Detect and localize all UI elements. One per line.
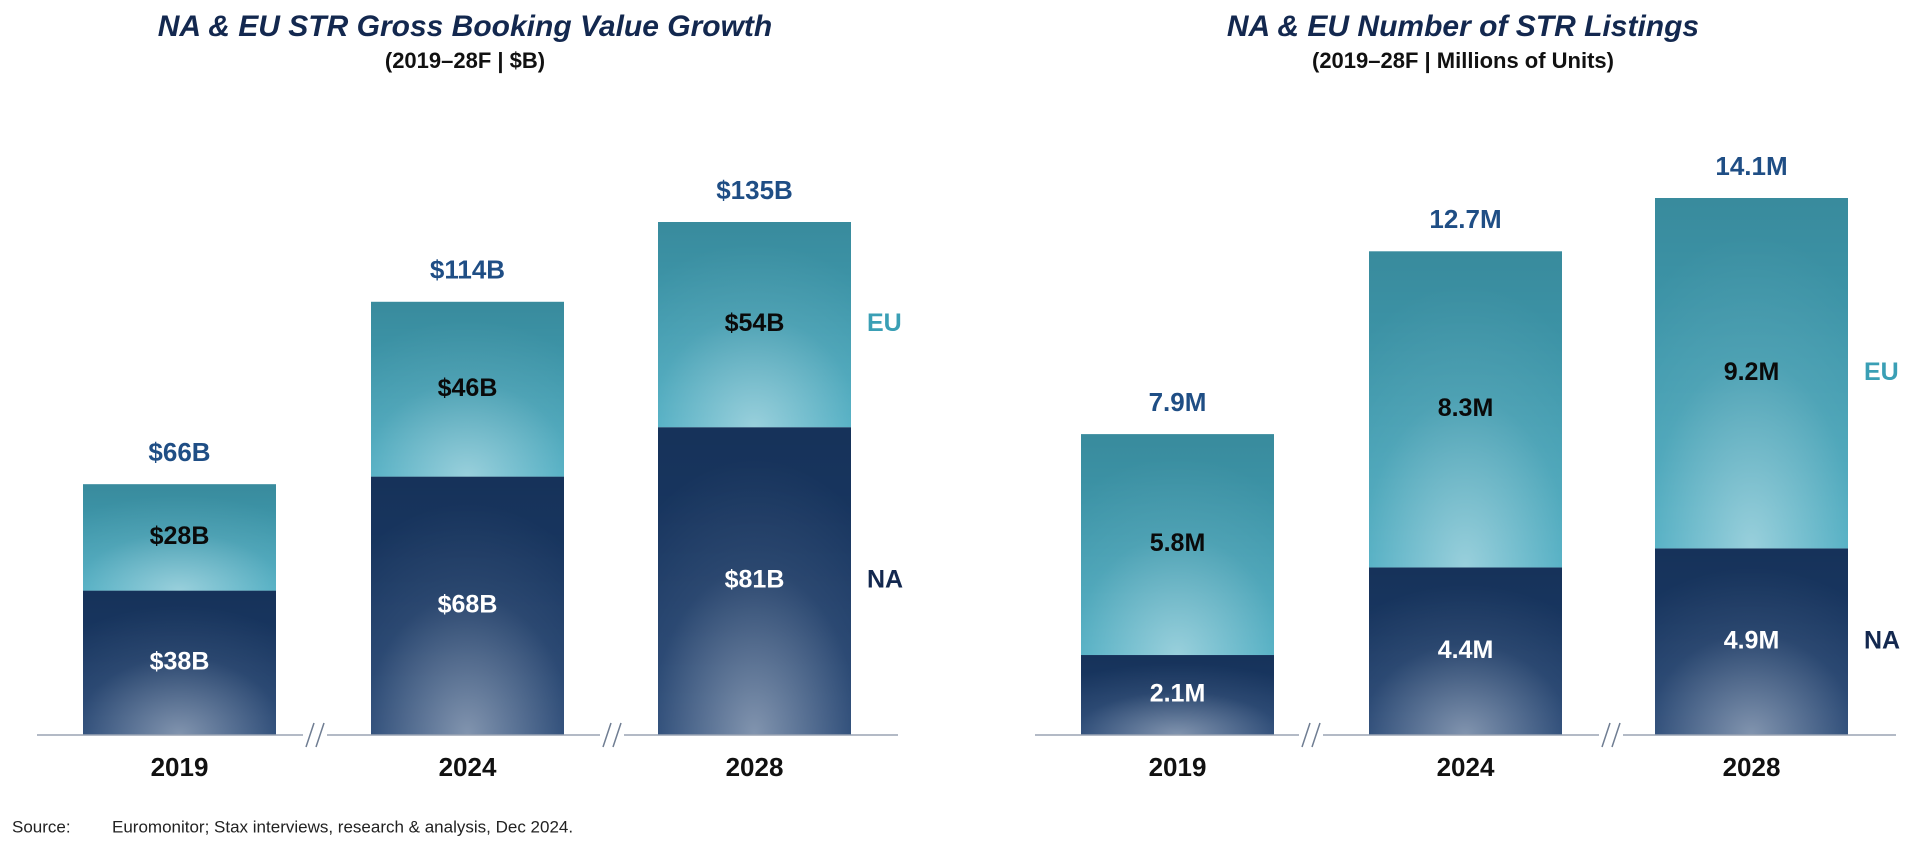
axis-break [1601,722,1611,748]
bar-glow [1655,548,1848,735]
value-label: 5.8M [1150,529,1206,557]
axis-break [1611,722,1621,748]
value-label: $28B [150,522,210,550]
bar-glow [1081,434,1274,656]
chart-subtitle: (2019–28F | $B) [385,48,545,73]
total-label: $66B [148,437,210,467]
value-label: 2.1M [1150,680,1206,708]
total-label: $114B [430,255,505,285]
value-label: 8.3M [1438,394,1494,422]
value-label: $38B [150,647,210,675]
value-label: $68B [438,590,498,618]
axis-break [612,722,622,748]
x-tick-label: 2019 [151,752,209,782]
bar-glow [83,484,276,591]
bar-glow [1369,251,1562,568]
axis-break [602,722,612,748]
x-tick-label: 2024 [1437,752,1495,782]
x-tick-label: 2028 [1723,752,1781,782]
bar-glow [1655,198,1848,549]
bar-glow [371,301,564,477]
x-tick-label: 2028 [726,752,784,782]
legend-label: EU [1864,358,1899,386]
bar-glow [1369,567,1562,735]
source-text: Euromonitor; Stax interviews, research &… [112,817,573,836]
axis-break [305,722,315,748]
bar-glow [658,222,851,428]
value-label: $46B [438,374,498,402]
bar-glow [83,590,276,735]
chart-title: NA & EU Number of STR Listings [1227,10,1699,43]
legend-label: NA [1864,626,1900,654]
total-label: 14.1M [1715,151,1787,181]
value-label: 9.2M [1724,358,1780,386]
total-label: $135B [716,175,793,205]
value-label: $81B [725,566,785,594]
legend-label: EU [867,309,902,337]
source-label: Source: [12,817,71,836]
chart-title: NA & EU STR Gross Booking Value Growth [158,10,773,43]
axis-break [315,722,325,748]
value-label: 4.4M [1438,636,1494,664]
chart-subtitle: (2019–28F | Millions of Units) [1312,48,1614,73]
bar-glow [658,427,851,735]
value-label: $54B [725,309,785,337]
total-label: 7.9M [1149,387,1207,417]
legend-label: NA [867,566,903,594]
bar-glow [1081,655,1274,735]
bar-glow [371,476,564,735]
total-label: 12.7M [1429,204,1501,234]
value-label: 4.9M [1724,626,1780,654]
x-tick-label: 2019 [1149,752,1207,782]
axis-break [1311,722,1321,748]
axis-break [1301,722,1311,748]
x-tick-label: 2024 [439,752,497,782]
